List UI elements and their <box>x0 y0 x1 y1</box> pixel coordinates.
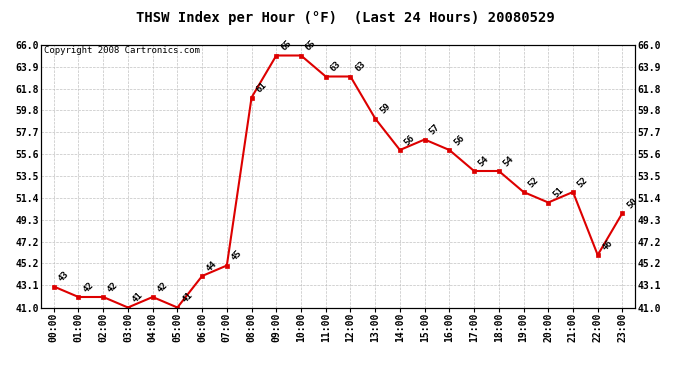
Text: 57: 57 <box>427 123 442 137</box>
Text: 45: 45 <box>230 249 244 263</box>
Text: 52: 52 <box>575 175 590 189</box>
Text: 41: 41 <box>130 291 145 305</box>
Text: 63: 63 <box>328 60 342 74</box>
Text: 61: 61 <box>255 81 268 95</box>
Text: 42: 42 <box>81 280 95 294</box>
Text: 43: 43 <box>57 270 70 284</box>
Text: 41: 41 <box>180 291 194 305</box>
Text: 56: 56 <box>403 133 417 147</box>
Text: Copyright 2008 Cartronics.com: Copyright 2008 Cartronics.com <box>44 46 200 56</box>
Text: THSW Index per Hour (°F)  (Last 24 Hours) 20080529: THSW Index per Hour (°F) (Last 24 Hours)… <box>136 11 554 25</box>
Text: 50: 50 <box>625 196 639 210</box>
Text: 54: 54 <box>477 154 491 168</box>
Text: 59: 59 <box>378 102 392 116</box>
Text: 51: 51 <box>551 186 565 200</box>
Text: 54: 54 <box>502 154 515 168</box>
Text: 65: 65 <box>279 39 293 53</box>
Text: 46: 46 <box>600 238 615 252</box>
Text: 56: 56 <box>452 133 466 147</box>
Text: 44: 44 <box>205 259 219 273</box>
Text: 52: 52 <box>526 175 540 189</box>
Text: 42: 42 <box>155 280 170 294</box>
Text: 42: 42 <box>106 280 120 294</box>
Text: 63: 63 <box>353 60 367 74</box>
Text: 65: 65 <box>304 39 318 53</box>
